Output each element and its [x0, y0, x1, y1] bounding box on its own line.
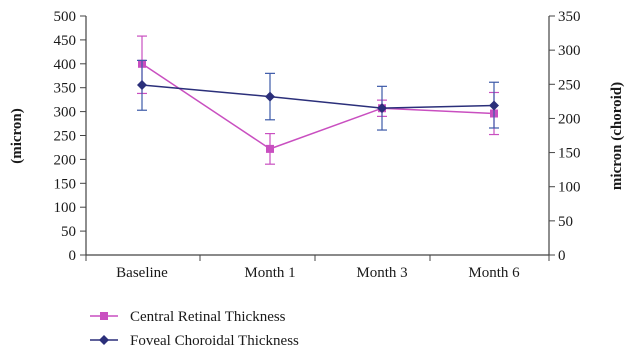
series-line: [141, 63, 495, 150]
y-tick-label-left: 250: [54, 129, 77, 145]
x-tick-label: Baseline: [116, 265, 168, 281]
y-tick-label-left: 300: [54, 105, 77, 121]
data-point: [265, 91, 275, 102]
y-tick-label-right: 50: [558, 214, 573, 230]
y-tick-label-right: 200: [558, 111, 581, 127]
y-tick-label-right: 0: [558, 248, 566, 264]
series-2: [137, 59, 499, 131]
y-tick-label-left: 0: [69, 248, 77, 264]
legend: Central Retinal Thickness Foveal Choroida…: [90, 309, 299, 349]
data-point: [489, 100, 499, 111]
x-tick-label: Month 6: [468, 265, 520, 281]
data-point: [137, 79, 147, 90]
y-tick-label-right: 150: [558, 146, 581, 162]
y-axis-title-left: (micron): [9, 108, 25, 164]
series-line: [141, 84, 495, 109]
y-axis-title-right: micron (choroid): [609, 82, 625, 190]
x-tick-label: Month 3: [356, 265, 407, 281]
data-point: [266, 144, 274, 153]
y-tick-label-left: 350: [54, 81, 77, 97]
y-tick-label-left: 400: [54, 57, 77, 73]
y-tick-label-right: 100: [558, 180, 581, 196]
y-tick-label-left: 500: [54, 9, 77, 25]
x-tick-label: Month 1: [244, 265, 295, 281]
y-tick-label-right: 250: [558, 77, 581, 93]
y-tick-label-left: 450: [54, 33, 77, 49]
legend-marker: [99, 335, 109, 345]
y-tick-label-right: 300: [558, 43, 581, 59]
axes: 0 50 100 150 200 250 300 350 400 450 500 0 50 100 150 2…: [54, 9, 581, 281]
y-tick-label-left: 150: [54, 176, 77, 192]
y-tick-label-left: 100: [54, 200, 77, 216]
data-point: [377, 103, 387, 114]
legend-label: Central Retinal Thickness: [130, 309, 286, 325]
y-tick-label-left: 200: [54, 152, 77, 168]
y-tick-label-left: 50: [61, 224, 76, 240]
series-1: [137, 35, 499, 165]
y-tick-label-right: 350: [558, 9, 581, 25]
legend-label: Foveal Choroidal Thickness: [130, 333, 299, 349]
legend-marker: [100, 312, 108, 320]
series-layer: [137, 35, 499, 165]
